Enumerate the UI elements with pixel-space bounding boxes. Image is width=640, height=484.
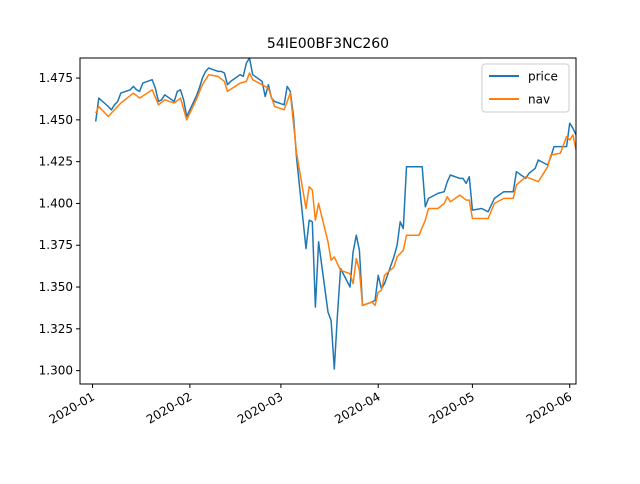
legend-label-nav: nav: [528, 93, 550, 107]
plot-frame: [79, 57, 577, 385]
plot-series: [94, 57, 577, 370]
y-tick-label: 1.300: [39, 364, 73, 378]
y-tick-label: 1.475: [39, 71, 73, 85]
y-tick-label: 1.425: [39, 155, 73, 169]
y-tick-label: 1.450: [39, 113, 73, 127]
y-tick-label: 1.350: [39, 280, 73, 294]
y-tick-label: 1.400: [39, 196, 73, 210]
series-line-nav: [95, 72, 577, 307]
legend: price nav: [481, 63, 570, 113]
chart-title: 54IE00BF3NC260: [267, 36, 389, 52]
series-line-price: [94, 57, 577, 370]
y-tick-label: 1.325: [39, 322, 73, 336]
legend-label-price: price: [528, 70, 558, 84]
y-tick-label: 1.375: [39, 238, 73, 252]
